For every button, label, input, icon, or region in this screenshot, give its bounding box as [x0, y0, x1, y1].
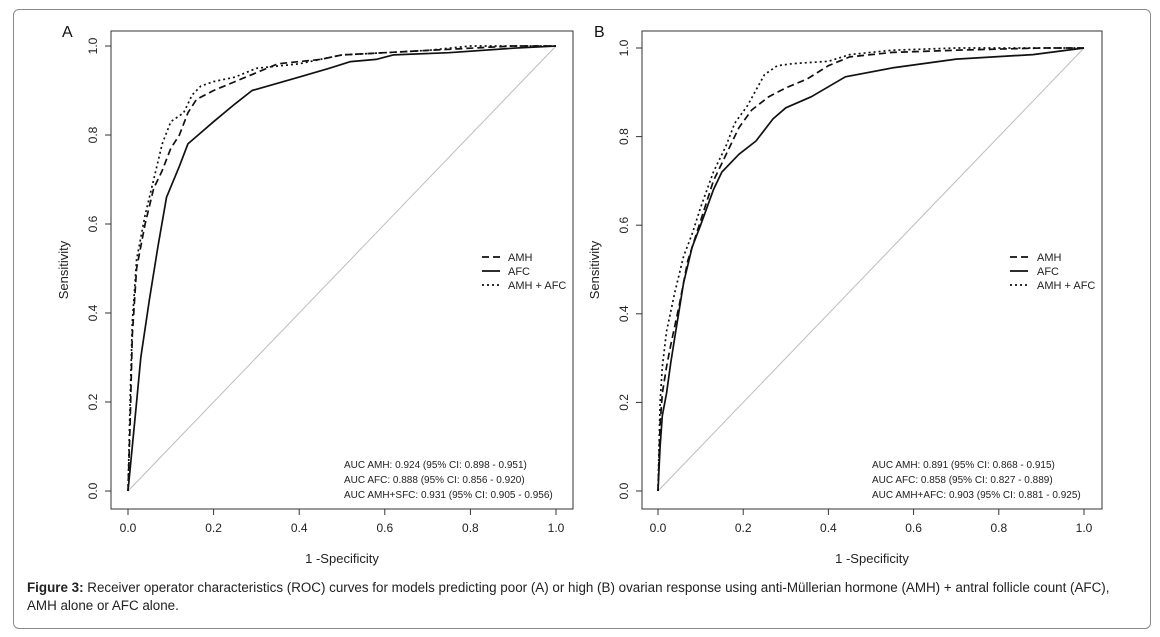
x-tick-label: 0.6: [376, 521, 393, 535]
caption-text: Receiver operator characteristics (ROC) …: [27, 580, 1110, 613]
series-line-afc: [657, 47, 1085, 492]
panel-label: B: [594, 24, 605, 41]
reference-diagonal: [127, 45, 557, 492]
x-tick-label: 0.2: [735, 521, 752, 535]
y-tick-label: 0.2: [617, 394, 631, 411]
y-axis-label: Sensitivity: [587, 240, 602, 299]
legend: AMH AFC AMH + AFC: [482, 252, 566, 292]
x-tick-label: 1.0: [1076, 521, 1093, 535]
y-tick-label: 0.4: [617, 305, 631, 322]
reference-diagonal: [657, 47, 1085, 492]
auc-annotation: AUC AMH: 0.924 (95% CI: 0.898 - 0.951): [344, 460, 527, 471]
roc-panel-b: B 0.0 0.2 0.4 0.6 0.8 1.0 0.0 0.2 0.4 0.6 0.8 1.0 1 -…: [587, 24, 1103, 566]
x-tick-label: 1.0: [548, 521, 565, 535]
legend-label: AMH: [1037, 252, 1062, 264]
y-tick-label: 0.6: [617, 217, 631, 234]
legend-label: AFC: [1037, 266, 1059, 278]
legend-label: AMH: [508, 252, 533, 264]
x-tick-label: 0.2: [205, 521, 222, 535]
y-tick-label: 0.2: [86, 393, 100, 410]
series-line-afc: [127, 45, 557, 492]
series-line-amh-afc: [127, 45, 556, 492]
figure-caption: Figure 3: Receiver operator characterist…: [27, 579, 1142, 615]
legend-label: AMH + AFC: [1037, 280, 1095, 292]
plot-area: [641, 30, 1103, 510]
x-axis-label: 1 -Specificity: [835, 551, 909, 566]
y-tick-label: 1.0: [86, 37, 100, 54]
figure-frame: [13, 9, 1151, 629]
legend-label: AMH + AFC: [508, 280, 566, 292]
x-tick-label: 0.8: [990, 521, 1007, 535]
y-tick-label: 0.4: [86, 304, 100, 321]
y-axis-label: Sensitivity: [56, 240, 71, 299]
x-tick-label: 0.4: [291, 521, 308, 535]
plot-area: [110, 30, 574, 510]
legend: AMH AFC AMH + AFC: [1010, 252, 1095, 292]
y-tick-label: 0.0: [86, 482, 100, 499]
x-tick-label: 0.4: [820, 521, 837, 535]
auc-annotation: AUC AMH+SFC: 0.931 (95% CI: 0.905 - 0.95…: [344, 490, 553, 501]
x-tick-label: 0.0: [650, 521, 667, 535]
y-tick-label: 1.0: [617, 39, 631, 56]
auc-annotation: AUC AFC: 0.858 (95% CI: 0.827 - 0.889): [872, 475, 1053, 486]
series-line-amh: [657, 47, 1084, 492]
y-tick-label: 0.0: [617, 482, 631, 499]
y-tick-label: 0.8: [86, 126, 100, 143]
roc-panel-a: A 0.0 0.2 0.4 0.6 0.8 1.0 0.0 0.2 0.4 0.6 0.8 1.0 1 -…: [56, 24, 574, 566]
x-tick-label: 0.6: [905, 521, 922, 535]
legend-label: AFC: [508, 266, 530, 278]
auc-annotation: AUC AMH+AFC: 0.903 (95% CI: 0.881 - 0.92…: [872, 490, 1081, 501]
y-tick-label: 0.6: [86, 215, 100, 232]
x-axis-label: 1 -Specificity: [305, 551, 379, 566]
auc-annotation: AUC AMH: 0.891 (95% CI: 0.868 - 0.915): [872, 460, 1055, 471]
caption-label: Figure 3:: [27, 580, 84, 595]
y-tick-label: 0.8: [617, 128, 631, 145]
auc-annotation: AUC AFC: 0.888 (95% CI: 0.856 - 0.920): [344, 475, 525, 486]
x-tick-label: 0.8: [462, 521, 479, 535]
panel-label: A: [62, 24, 73, 41]
x-tick-label: 0.0: [120, 521, 137, 535]
